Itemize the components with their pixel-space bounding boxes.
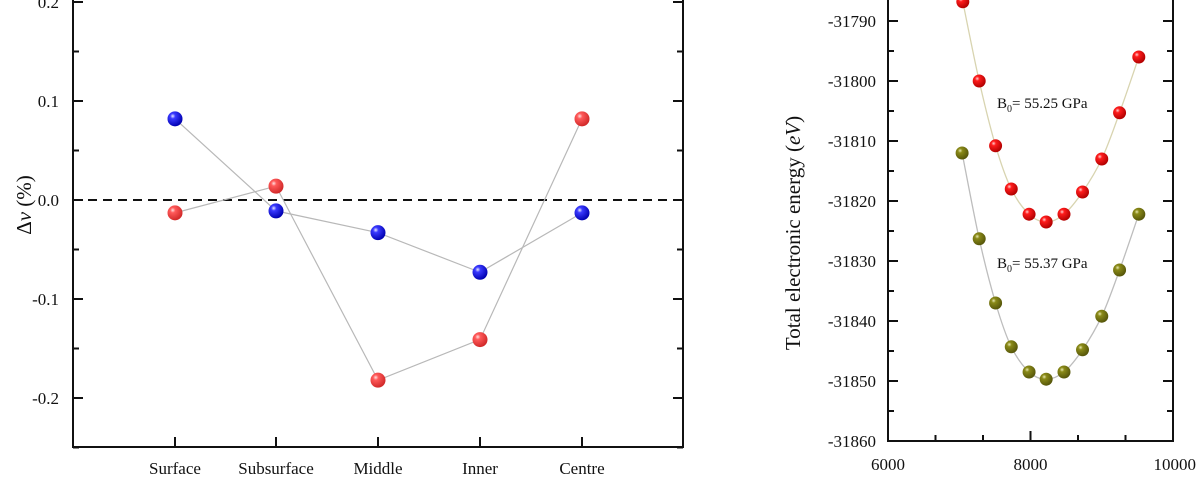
right-point-red [1022, 207, 1036, 221]
left-point-blue [370, 225, 386, 241]
right-point-olive [1132, 207, 1146, 221]
right-y-tick-label: -31850 [828, 372, 876, 391]
right-point-red [1004, 182, 1018, 196]
left-point-blue [574, 205, 590, 221]
annotation-olive-subscript: 0 [1007, 264, 1012, 275]
left-y-axis-title: Δv (%) [12, 175, 36, 235]
left-x-tick-label: Middle [353, 459, 402, 478]
right-point-olive [1039, 372, 1053, 386]
left-point-blue [472, 264, 488, 280]
right-point-olive [1113, 263, 1127, 277]
left-y-tick-label: -0.1 [32, 290, 59, 309]
left-series-line-blue [174, 118, 583, 273]
right-point-olive [1004, 340, 1018, 354]
right-series-points [955, 0, 1146, 386]
left-series-points [167, 111, 590, 388]
left-point-blue [268, 203, 284, 219]
right-chart: -31790 -31800 -31810 -31820 -31830 -31840 -318… [781, 0, 1196, 474]
right-x-tick-labels: 6000 8000 10000 [871, 455, 1196, 474]
annotation-olive-text: = 55.37 GPa [1012, 256, 1088, 272]
left-y-axis-title-unit: (%) [12, 175, 36, 212]
right-point-olive [955, 146, 969, 160]
right-point-olive [1057, 365, 1071, 379]
right-y-axis-title-open: ( [781, 145, 805, 152]
right-y-tick-label: -31790 [828, 12, 876, 31]
right-y-tick-label: -31820 [828, 192, 876, 211]
annotation-bulk-modulus-olive: B0= 55.37 GPa [997, 256, 1088, 275]
right-point-red [1057, 207, 1071, 221]
right-point-red [1039, 215, 1053, 229]
left-y-tick-label: -0.2 [32, 389, 59, 408]
annotation-red-prefix: B [997, 96, 1007, 112]
right-y-tick-label: -31830 [828, 252, 876, 271]
right-point-red [1076, 185, 1090, 199]
left-point-red [472, 332, 488, 348]
left-y-tick-labels: 0.2 0.1 0.0 -0.1 -0.2 [32, 0, 59, 408]
right-y-tick-labels: -31790 -31800 -31810 -31820 -31830 -31840 -318… [828, 12, 876, 451]
left-y-tick-label: 0.1 [38, 92, 59, 111]
annotation-red-subscript: 0 [1007, 104, 1012, 115]
left-x-ticks [174, 437, 583, 447]
left-series-line-red [174, 118, 583, 381]
left-point-red [574, 111, 590, 127]
left-point-red [167, 205, 183, 221]
right-y-tick-label: -31860 [828, 432, 876, 451]
right-x-tick-label: 10000 [1154, 455, 1197, 474]
right-y-axis-title-close: ) [781, 116, 805, 123]
right-point-red [1095, 152, 1109, 166]
annotation-olive-prefix: B [997, 256, 1007, 272]
right-y-axis-title-text: Total electronic energy [781, 152, 805, 350]
left-x-tick-label: Subsurface [238, 459, 314, 478]
right-y-tick-label: -31810 [828, 132, 876, 151]
right-point-olive [989, 296, 1003, 310]
right-y-tick-label: -31800 [828, 72, 876, 91]
left-x-tick-label: Inner [462, 459, 498, 478]
left-chart: 0.2 0.1 0.0 -0.1 -0.2 Surface Subsurface Middl… [12, 0, 684, 478]
right-y-tick-label: -31840 [828, 312, 876, 331]
left-point-blue [167, 111, 183, 127]
right-point-red [972, 74, 986, 88]
right-y-axis-title-unit: eV [781, 121, 805, 145]
annotation-red-text: = 55.25 GPa [1012, 96, 1088, 112]
annotation-bulk-modulus-red: B0= 55.25 GPa [997, 96, 1088, 115]
left-series-lines [174, 118, 583, 381]
left-x-tick-label: Centre [559, 459, 604, 478]
right-point-red [989, 139, 1003, 153]
left-y-tick-label: 0.0 [38, 191, 59, 210]
left-point-red [370, 372, 386, 388]
right-point-red [1132, 50, 1146, 64]
left-y-tick-label: 0.2 [38, 0, 59, 12]
right-point-olive [1095, 309, 1109, 323]
left-x-tick-label: Surface [149, 459, 201, 478]
right-series-lines [961, 1, 1140, 380]
right-point-red [956, 0, 970, 9]
left-point-red [268, 178, 284, 194]
right-point-olive [972, 232, 986, 246]
left-y-axis-title-symbol: Δ [12, 221, 36, 235]
left-x-tick-labels: Surface Subsurface Middle Inner Centre [149, 459, 605, 478]
right-point-olive [1076, 343, 1090, 357]
right-y-axis-title: Total electronic energy (eV) [781, 116, 805, 350]
left-plot-frame [72, 0, 684, 448]
right-x-tick-label: 8000 [1014, 455, 1048, 474]
left-y-axis-title-variable: v [12, 211, 36, 221]
right-point-olive [1022, 365, 1036, 379]
right-point-red [1113, 106, 1127, 120]
right-x-tick-label: 6000 [871, 455, 905, 474]
right-plot-frame [887, 0, 1174, 442]
